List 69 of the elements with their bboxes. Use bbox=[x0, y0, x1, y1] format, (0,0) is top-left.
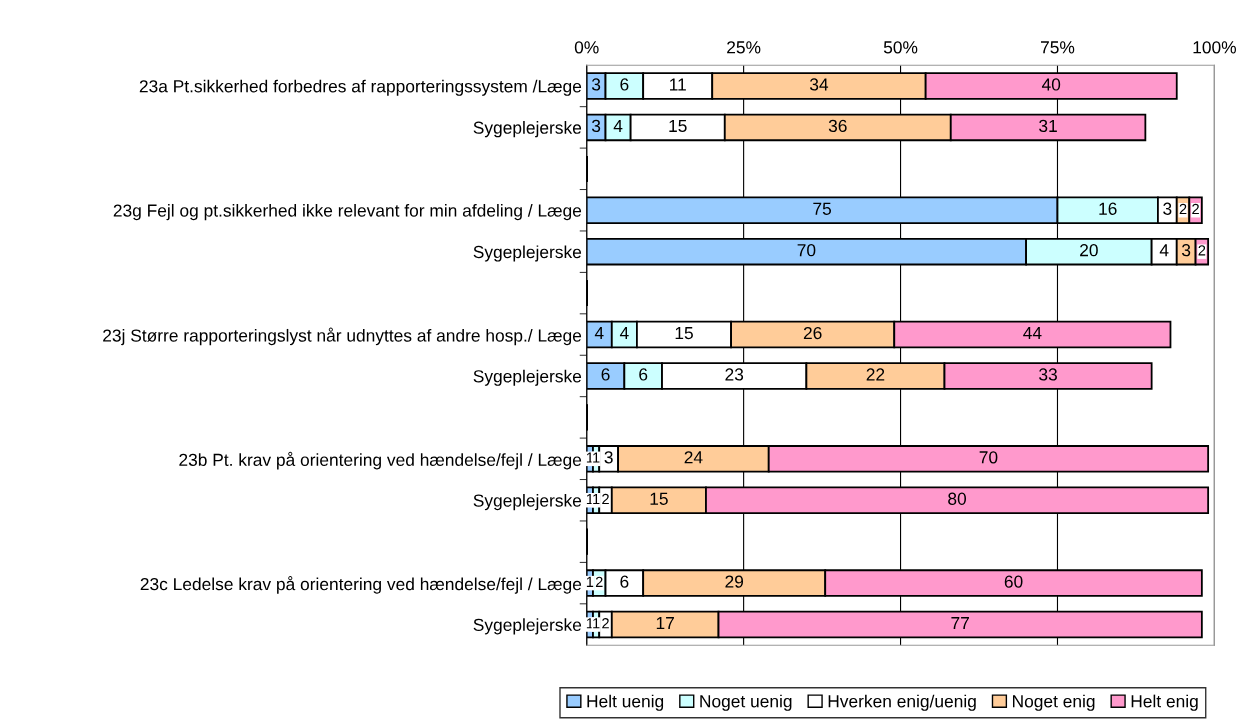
y-tick-label: 23a Pt.sikkerhed forbedres af rapporteringssystem /Læge bbox=[139, 79, 582, 96]
x-tick-label: 0% bbox=[574, 41, 599, 54]
data-label: 2 bbox=[1179, 203, 1187, 215]
data-label: 75 bbox=[813, 202, 832, 215]
data-label: 34 bbox=[809, 78, 829, 91]
data-label: 16 bbox=[1099, 202, 1117, 215]
data-label: 4 bbox=[594, 327, 604, 340]
y-tick-label: Sygeplejerske bbox=[473, 369, 582, 386]
data-label: 15 bbox=[650, 492, 668, 505]
data-label: 4 bbox=[619, 327, 629, 340]
data-label: 60 bbox=[1004, 575, 1023, 588]
data-label: 26 bbox=[803, 326, 822, 340]
x-tick-label: 100% bbox=[1193, 41, 1236, 54]
data-label: 29 bbox=[725, 575, 744, 588]
data-label: 6 bbox=[601, 368, 610, 381]
data-label: 11 bbox=[670, 78, 686, 91]
data-label: 70 bbox=[979, 451, 998, 464]
legend-label: Helt uenig bbox=[587, 694, 664, 711]
data-label: 3 bbox=[591, 119, 601, 133]
data-label: 2 bbox=[595, 576, 603, 587]
data-label: 1 bbox=[593, 618, 600, 629]
x-tick-label: 25% bbox=[727, 41, 761, 54]
data-label: 15 bbox=[669, 119, 687, 133]
y-tick-label: Sygeplejerske bbox=[473, 618, 582, 635]
data-label: 3 bbox=[1182, 244, 1191, 257]
y-tick-label: Sygeplejerske bbox=[473, 493, 582, 511]
y-tick-label: Sygeplejerske bbox=[473, 121, 582, 138]
data-label: 17 bbox=[656, 617, 674, 630]
y-tick-label: 23j Større rapporteringslyst når udnyttes af andre hosp./ Læge bbox=[103, 327, 582, 346]
data-label: 36 bbox=[828, 119, 847, 133]
data-label: 2 bbox=[1198, 245, 1206, 256]
data-label: 77 bbox=[951, 617, 969, 630]
data-label: 40 bbox=[1041, 78, 1061, 91]
data-label: 1 bbox=[586, 576, 594, 587]
data-label: 1 bbox=[586, 618, 594, 629]
data-label: 20 bbox=[1080, 244, 1098, 257]
data-label: 6 bbox=[639, 368, 648, 381]
legend-label: Noget enig bbox=[1013, 694, 1095, 711]
data-label: 4 bbox=[1159, 244, 1169, 257]
data-label: 2 bbox=[1192, 203, 1199, 215]
data-label: 2 bbox=[602, 618, 609, 629]
y-tick-label: Sygeplejerske bbox=[473, 245, 582, 262]
data-label: 6 bbox=[620, 575, 629, 588]
data-label: 31 bbox=[1039, 119, 1057, 133]
data-label: 3 bbox=[1163, 202, 1172, 215]
data-label: 23 bbox=[725, 368, 744, 381]
legend-label: Hverken enig/uenig bbox=[828, 694, 976, 711]
data-label: 22 bbox=[866, 368, 885, 381]
data-label: 80 bbox=[948, 492, 967, 505]
y-tick-label: 23g Fejl og pt.sikkerhed ikke relevant for min afdeling / Læge bbox=[113, 203, 582, 221]
data-label: 1 bbox=[593, 493, 600, 505]
y-tick-label: 23c Ledelse krav på orientering ved hændelse/fejl / Læge bbox=[140, 576, 582, 594]
y-tick-label: 23b Pt. krav på orientering ved hændelse/fejl / Læge bbox=[179, 451, 582, 470]
data-label: 1 bbox=[586, 493, 594, 505]
data-label: 15 bbox=[675, 327, 693, 340]
data-label: 3 bbox=[604, 451, 613, 464]
x-tick-label: 75% bbox=[1041, 41, 1075, 54]
data-label: 2 bbox=[602, 493, 609, 505]
legend-label: Helt enig bbox=[1131, 694, 1198, 711]
x-tick-label: 50% bbox=[883, 41, 918, 54]
data-label: 70 bbox=[797, 244, 816, 257]
data-label: 24 bbox=[684, 451, 703, 464]
data-label: 44 bbox=[1023, 327, 1042, 340]
data-label: 6 bbox=[620, 78, 629, 91]
data-label: 1 bbox=[593, 452, 600, 463]
data-label: 33 bbox=[1039, 368, 1057, 381]
data-label: 4 bbox=[613, 119, 623, 132]
data-label: 3 bbox=[591, 78, 601, 91]
legend-label: Noget uenig bbox=[700, 694, 792, 711]
